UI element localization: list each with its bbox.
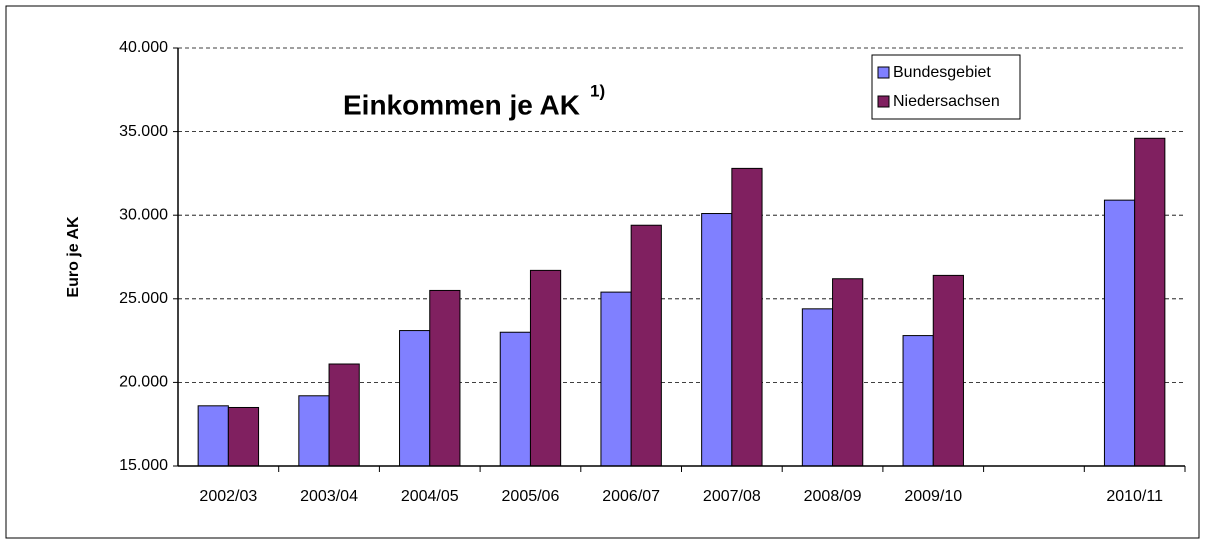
y-tick-label: 35.000 xyxy=(119,123,168,140)
x-tick-label: 2008/09 xyxy=(804,488,862,505)
bar xyxy=(630,224,662,467)
y-tick-label: 25.000 xyxy=(119,290,168,307)
x-tick-label: 2005/06 xyxy=(502,488,560,505)
x-tick-label: 2009/10 xyxy=(904,488,962,505)
bar xyxy=(801,308,834,467)
bar xyxy=(932,274,964,467)
bar xyxy=(902,335,934,467)
legend-box xyxy=(871,54,1021,120)
legend-label: Niedersachsen xyxy=(893,93,1000,110)
x-tick-label: 2007/08 xyxy=(703,488,761,505)
x-tick-label: 2003/04 xyxy=(300,488,358,505)
title-note: 1) xyxy=(590,81,605,100)
bar xyxy=(832,278,864,467)
bar xyxy=(701,213,733,467)
bar xyxy=(600,291,632,467)
bar xyxy=(197,405,229,467)
bar xyxy=(328,363,360,467)
y-axis-label: Euro je AK xyxy=(65,216,82,298)
bar xyxy=(399,330,431,467)
legend-swatch xyxy=(877,66,890,79)
chart-title: Einkommen je AK xyxy=(343,89,580,120)
legend-swatch xyxy=(877,95,890,108)
bar xyxy=(1134,137,1166,467)
bar xyxy=(731,167,763,467)
bar xyxy=(1103,199,1136,467)
bar xyxy=(298,395,330,467)
bar xyxy=(499,331,531,467)
y-tick-label: 30.000 xyxy=(119,206,168,223)
x-tick-label: 2006/07 xyxy=(602,488,660,505)
bar xyxy=(529,269,562,467)
bar xyxy=(429,289,461,467)
x-tick-label: 2002/03 xyxy=(199,488,257,505)
y-tick-label: 40.000 xyxy=(119,39,168,56)
y-tick-label: 20.000 xyxy=(119,374,168,391)
y-tick-label: 15.000 xyxy=(119,457,168,474)
x-tick-label: 2010/11 xyxy=(1106,488,1163,505)
legend-label: Bundesgebiet xyxy=(893,64,991,81)
x-tick-label: 2004/05 xyxy=(401,488,459,505)
bar xyxy=(227,406,260,467)
